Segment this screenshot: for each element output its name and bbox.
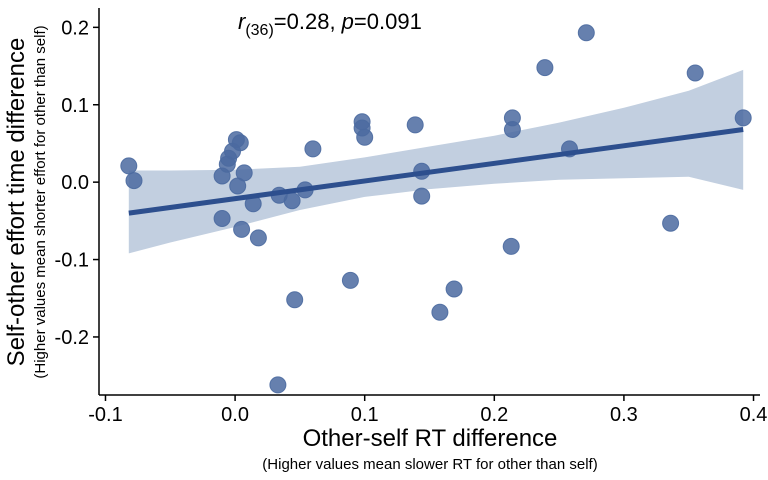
x-tick-label: -0.1 [88,404,122,426]
data-point [431,303,449,321]
data-point [445,280,463,298]
confidence-band [128,69,744,254]
y-axis-ticks: 0.2 0.1 0.0 -0.1 -0.2 [55,17,99,349]
x-tick-label: 0.0 [221,404,249,426]
y-axis-subtitle: (Higher values mean shorter effort for o… [32,25,49,378]
correlation-annotation: r(36)=0.28, p=0.091 [238,9,422,39]
data-point [283,192,301,210]
y-tick-label: -0.1 [55,250,89,272]
data-point [536,59,554,77]
regression-line [128,127,744,216]
x-axis-subtitle: (Higher values mean slower RT for other … [262,456,597,473]
data-point [503,121,521,138]
annotation-df: (36) [245,22,273,39]
y-tick-label: 0.2 [61,17,89,39]
x-tick-label: 0.4 [740,404,768,426]
y-axis-title: Self-other effort time difference [3,38,30,367]
y-tick-label: 0.1 [61,95,89,117]
x-tick-label: 0.1 [351,404,379,426]
data-points [120,24,752,394]
data-point [269,376,287,394]
annotation-p-value: =0.091 [354,9,422,34]
data-point [406,116,424,134]
y-tick-label: 0.0 [61,172,89,194]
data-point [502,237,520,255]
data-point [286,291,304,309]
y-tick-label: -0.2 [55,327,89,349]
annotation-p-symbol: p [341,9,354,34]
data-point [413,187,431,205]
data-point [213,210,231,227]
data-point [341,271,359,289]
data-point [356,128,374,146]
data-point [734,109,752,127]
data-point [120,157,138,175]
annotation-r-value: =0.28, [274,9,342,34]
x-tick-label: 0.3 [610,404,638,426]
data-point [233,220,251,238]
data-point [125,172,143,190]
data-point [686,64,704,82]
annotation-r-symbol: r [238,9,247,34]
data-point [235,164,253,182]
data-point [662,214,680,232]
data-point [577,24,595,42]
x-axis-ticks: -0.1 0.0 0.1 0.2 0.3 0.4 [88,395,767,426]
data-point [249,229,267,247]
data-point [304,140,322,158]
data-point [231,134,249,152]
x-tick-label: 0.2 [480,404,508,426]
x-axis-title: Other-self RT difference [303,425,558,452]
